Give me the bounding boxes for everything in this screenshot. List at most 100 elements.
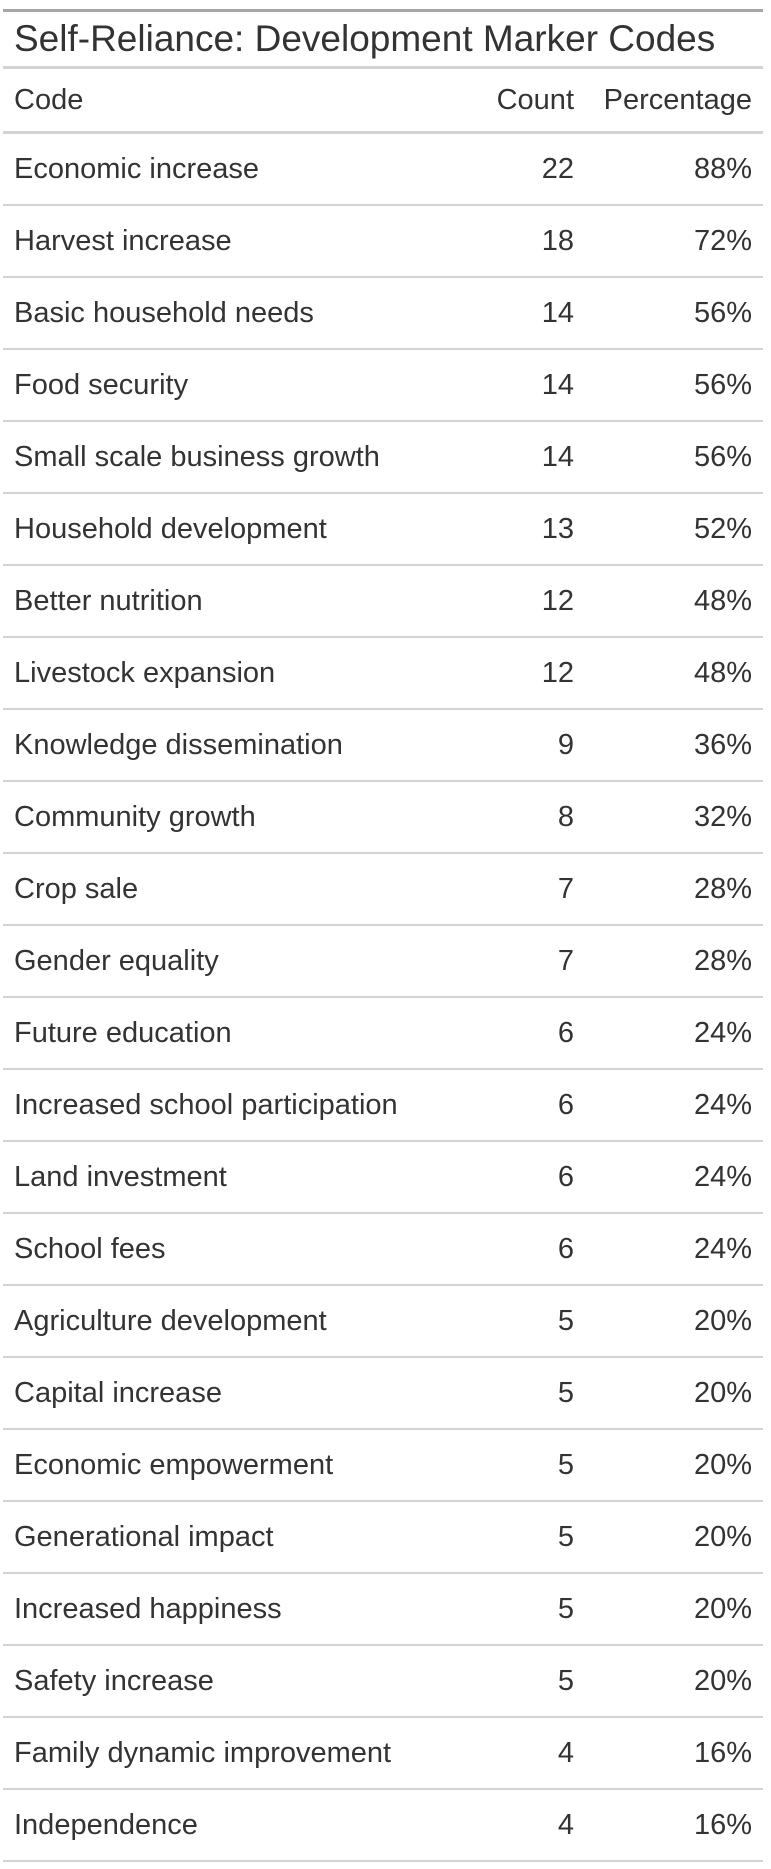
cell-percentage: 56% xyxy=(585,277,763,350)
cell-code: Capital increase xyxy=(3,1357,471,1430)
cell-code: Land investment xyxy=(3,1141,471,1214)
table-row: Land investment 6 24% xyxy=(3,1141,763,1214)
table-row: Small scale business growth 14 56% xyxy=(3,421,763,494)
cell-count: 4 xyxy=(471,1717,585,1790)
cell-count: 13 xyxy=(471,493,585,566)
cell-code: Livestock expansion xyxy=(3,637,471,710)
marker-codes-table: Code Count Percentage Economic increase 2… xyxy=(3,69,763,1862)
cell-count: 6 xyxy=(471,1069,585,1142)
cell-percentage: 24% xyxy=(585,1141,763,1214)
cell-count: 14 xyxy=(471,421,585,494)
cell-code: School fees xyxy=(3,1213,471,1286)
cell-percentage: 16% xyxy=(585,1789,763,1862)
table-row: School fees 6 24% xyxy=(3,1213,763,1286)
cell-count: 6 xyxy=(471,997,585,1070)
table-row: Crop sale 7 28% xyxy=(3,853,763,926)
table-row: Economic empowerment 5 20% xyxy=(3,1429,763,1502)
column-header-code: Code xyxy=(3,69,471,134)
cell-percentage: 88% xyxy=(585,132,763,206)
cell-count: 7 xyxy=(471,853,585,926)
cell-percentage: 28% xyxy=(585,853,763,926)
table-header: Code Count Percentage xyxy=(3,69,763,134)
cell-count: 22 xyxy=(471,132,585,206)
cell-count: 5 xyxy=(471,1501,585,1574)
cell-percentage: 20% xyxy=(585,1357,763,1430)
table-row: Independence 4 16% xyxy=(3,1789,763,1862)
cell-percentage: 24% xyxy=(585,1213,763,1286)
cell-count: 6 xyxy=(471,1141,585,1214)
cell-code: Agriculture development xyxy=(3,1285,471,1358)
cell-code: Future education xyxy=(3,997,471,1070)
column-header-percentage: Percentage xyxy=(585,69,763,134)
cell-percentage: 16% xyxy=(585,1717,763,1790)
cell-count: 5 xyxy=(471,1645,585,1718)
cell-percentage: 32% xyxy=(585,781,763,854)
cell-code: Better nutrition xyxy=(3,565,471,638)
cell-code: Economic empowerment xyxy=(3,1429,471,1502)
table-row: Better nutrition 12 48% xyxy=(3,565,763,638)
cell-code: Gender equality xyxy=(3,925,471,998)
cell-code: Food security xyxy=(3,349,471,422)
cell-code: Family dynamic improvement xyxy=(3,1717,471,1790)
cell-code: Economic increase xyxy=(3,132,471,206)
cell-count: 6 xyxy=(471,1213,585,1286)
cell-percentage: 20% xyxy=(585,1429,763,1502)
cell-percentage: 48% xyxy=(585,637,763,710)
table-row: Family dynamic improvement 4 16% xyxy=(3,1717,763,1790)
header-row: Code Count Percentage xyxy=(3,69,763,134)
cell-count: 4 xyxy=(471,1789,585,1862)
cell-percentage: 24% xyxy=(585,997,763,1070)
table-row: Basic household needs 14 56% xyxy=(3,277,763,350)
cell-count: 14 xyxy=(471,349,585,422)
cell-code: Increased school participation xyxy=(3,1069,471,1142)
cell-percentage: 56% xyxy=(585,349,763,422)
table-row: Knowledge dissemination 9 36% xyxy=(3,709,763,782)
cell-code: Independence xyxy=(3,1789,471,1862)
cell-percentage: 52% xyxy=(585,493,763,566)
cell-percentage: 28% xyxy=(585,925,763,998)
cell-code: Small scale business growth xyxy=(3,421,471,494)
cell-count: 18 xyxy=(471,205,585,278)
table-row: Economic increase 22 88% xyxy=(3,132,763,206)
cell-code: Harvest increase xyxy=(3,205,471,278)
cell-percentage: 20% xyxy=(585,1645,763,1718)
table-row: Livestock expansion 12 48% xyxy=(3,637,763,710)
table-row: Future education 6 24% xyxy=(3,997,763,1070)
cell-percentage: 24% xyxy=(585,1069,763,1142)
cell-code: Community growth xyxy=(3,781,471,854)
table-row: Food security 14 56% xyxy=(3,349,763,422)
cell-percentage: 20% xyxy=(585,1501,763,1574)
cell-percentage: 20% xyxy=(585,1285,763,1358)
cell-percentage: 72% xyxy=(585,205,763,278)
table-row: Increased school participation 6 24% xyxy=(3,1069,763,1142)
cell-percentage: 56% xyxy=(585,421,763,494)
cell-count: 8 xyxy=(471,781,585,854)
cell-percentage: 20% xyxy=(585,1573,763,1646)
cell-percentage: 36% xyxy=(585,709,763,782)
table-row: Household development 13 52% xyxy=(3,493,763,566)
column-header-count: Count xyxy=(471,69,585,134)
cell-count: 14 xyxy=(471,277,585,350)
cell-count: 9 xyxy=(471,709,585,782)
cell-code: Knowledge dissemination xyxy=(3,709,471,782)
cell-code: Crop sale xyxy=(3,853,471,926)
table-row: Increased happiness 5 20% xyxy=(3,1573,763,1646)
cell-count: 5 xyxy=(471,1573,585,1646)
cell-code: Generational impact xyxy=(3,1501,471,1574)
table-row: Harvest increase 18 72% xyxy=(3,205,763,278)
cell-count: 5 xyxy=(471,1285,585,1358)
cell-count: 5 xyxy=(471,1429,585,1502)
cell-code: Increased happiness xyxy=(3,1573,471,1646)
table-row: Capital increase 5 20% xyxy=(3,1357,763,1430)
table-row: Agriculture development 5 20% xyxy=(3,1285,763,1358)
cell-code: Basic household needs xyxy=(3,277,471,350)
cell-count: 7 xyxy=(471,925,585,998)
cell-count: 12 xyxy=(471,565,585,638)
cell-count: 12 xyxy=(471,637,585,710)
table-body: Economic increase 22 88% Harvest increase 18… xyxy=(3,132,763,1862)
table-title: Self-Reliance: Development Marker Codes xyxy=(3,12,763,69)
cell-code: Safety increase xyxy=(3,1645,471,1718)
cell-percentage: 48% xyxy=(585,565,763,638)
table-row: Safety increase 5 20% xyxy=(3,1645,763,1718)
table-row: Community growth 8 32% xyxy=(3,781,763,854)
